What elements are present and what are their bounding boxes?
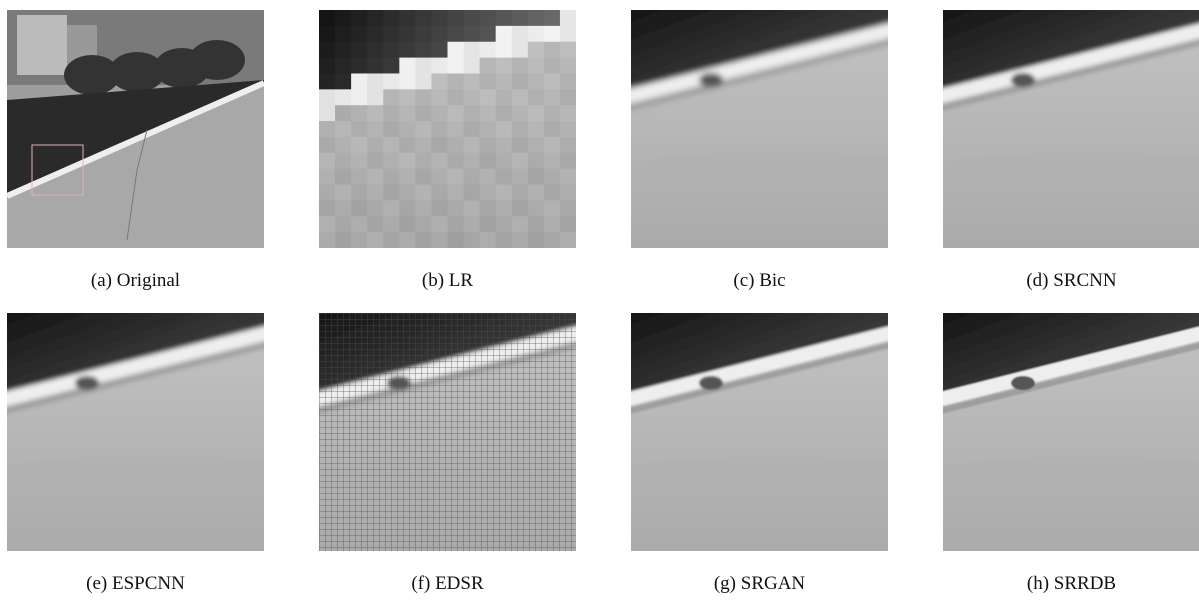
figure-panel: (g) SRGAN [631,313,888,595]
figure-panel: (h) SRRDB [943,313,1199,595]
panel-image [7,313,264,551]
panel-image [943,313,1199,551]
figure: (a) Original (b) LR (c) Bic (d) SRCNN (e) ES… [0,0,1199,603]
panel-image [943,10,1199,248]
panel-caption: (c) Bic [631,270,888,292]
panel-caption: (b) LR [319,270,576,292]
panel-image [631,10,888,248]
panel-image [7,10,264,248]
panel-caption: (g) SRGAN [631,573,888,595]
figure-panel: (f) EDSR [319,313,576,595]
panel-image [319,313,576,551]
panel-image [631,313,888,551]
figure-panel: (e) ESPCNN [7,313,264,595]
panel-caption: (f) EDSR [319,573,576,595]
figure-panel: (b) LR [319,10,576,292]
panel-image [319,10,576,248]
figure-panel: (d) SRCNN [943,10,1199,292]
panel-caption: (d) SRCNN [943,270,1199,292]
figure-panel: (a) Original [7,10,264,292]
figure-panel: (c) Bic [631,10,888,292]
panel-caption: (h) SRRDB [943,573,1199,595]
panel-caption: (e) ESPCNN [7,573,264,595]
panel-caption: (a) Original [7,270,264,292]
